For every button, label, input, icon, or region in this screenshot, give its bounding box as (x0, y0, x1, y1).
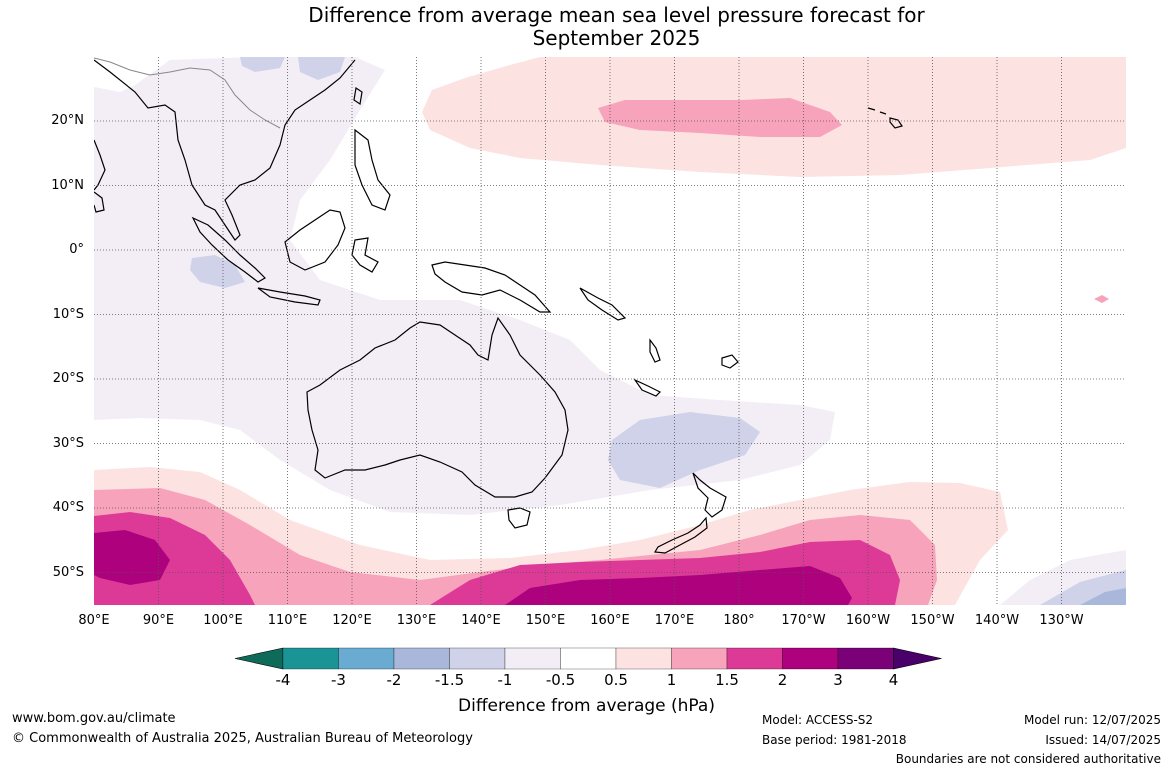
anomaly-region-neg-medium-north2 (298, 57, 345, 80)
footer-disclaimer: Boundaries are not considered authoritat… (895, 752, 1161, 766)
longitude-label: 150°E (525, 613, 566, 628)
anomaly-region-neg-medium-indonesia (190, 255, 245, 288)
colorbar-swatch (782, 647, 839, 670)
longitude-label: 130°W (1039, 613, 1084, 628)
graticule (94, 57, 1126, 605)
footer-issued: Issued: 14/07/2025 (1045, 733, 1161, 747)
colorbar-tick-label: 1 (666, 671, 677, 689)
longitude-label: 140°E (461, 613, 501, 628)
longitude-label: 150°W (910, 613, 955, 628)
anomaly-region-pos-xlarge-south (94, 530, 852, 605)
map-panel (94, 57, 1126, 605)
colorbar-swatch (726, 647, 783, 670)
anomaly-region-pos-small-fleck (1094, 295, 1109, 303)
anomaly-region-pos-medium-northpacific (598, 98, 842, 137)
colorbar-swatch (449, 647, 506, 670)
india-coastline (94, 139, 106, 191)
colorbar-title: Difference from average (hPa) (458, 696, 715, 716)
colorbar-extend-low (234, 647, 284, 670)
colorbar-swatch (615, 647, 672, 670)
java-coastline (257, 287, 321, 306)
longitude-label: 120°E (332, 613, 372, 628)
title-line-1: Difference from average mean sea level p… (308, 3, 925, 27)
longitude-label: 110°E (267, 613, 308, 628)
asia-mainland-coastline (94, 59, 356, 241)
colorbar-swatch (671, 647, 728, 670)
philippines-coastline (354, 128, 391, 211)
colorbar-swatch (338, 647, 395, 670)
colorbar-tick-label: -4 (275, 671, 291, 689)
colorbar-swatch (504, 647, 561, 670)
longitude-label: 180° (723, 613, 755, 628)
colorbar-tick-label: 0.5 (604, 671, 628, 689)
latitude-label: 30°S (52, 435, 84, 451)
colorbar-tick-label: -2 (386, 671, 402, 689)
title-line-2: September 2025 (532, 26, 701, 50)
longitude-label: 90°E (142, 613, 175, 628)
anomaly-region-neg-medium-north1 (240, 57, 285, 72)
sulawesi-coastline (351, 237, 379, 273)
coastlines (94, 57, 903, 554)
colorbar-tick-label: -0.5 (545, 671, 576, 689)
new-caledonia-coastline (633, 378, 662, 397)
latitude-label: 40°S (52, 500, 84, 515)
colorbar-swatch (560, 647, 617, 670)
anomaly-region-neg-medium-tasman (608, 412, 760, 488)
latitude-label: 10°S (52, 306, 84, 322)
latitude-label: 10°N (51, 177, 84, 193)
latitude-label: 0° (69, 242, 84, 257)
longitude-label: 130°E (396, 613, 437, 628)
anomaly-region-neg-small-west (94, 57, 835, 515)
colorbar-swatch (837, 647, 894, 670)
footer-base-period: Base period: 1981-2018 (762, 733, 907, 747)
sumatra-coastline (191, 216, 266, 283)
colorbar-swatch (393, 647, 450, 670)
longitude-label: 80°E (78, 613, 110, 628)
longitude-label: 170°W (781, 613, 826, 628)
footer-copyright: © Commonwealth of Australia 2025, Austra… (12, 731, 473, 746)
australia-coastline (306, 316, 569, 498)
colorbar-tick-label: 4 (888, 671, 899, 689)
footer-model: Model: ACCESS-S2 (762, 713, 874, 727)
footer-website[interactable]: www.bom.gov.au/climate (12, 711, 176, 726)
colorbar-tick-label: 3 (833, 671, 843, 689)
colorbar (234, 647, 942, 670)
colorbar-tick-label: -3 (331, 671, 346, 689)
footer-model-run: Model run: 12/07/2025 (1023, 713, 1161, 727)
chart-title: Difference from average mean sea level p… (0, 4, 1173, 50)
colorbar-swatch (282, 647, 339, 670)
longitude-label: 170°E (654, 613, 695, 628)
borneo-coastline (284, 209, 346, 271)
fiji-coastline (721, 354, 739, 369)
new-zealand-south-coastline (653, 516, 708, 554)
longitude-label: 160°E (590, 613, 630, 628)
vanuatu-coastline (649, 338, 661, 363)
new-guinea-coastline (431, 261, 552, 313)
colorbar-tick-label: 2 (777, 671, 788, 689)
colorbar-tick-label: -1.5 (434, 671, 465, 689)
latitude-label: 20°S (52, 371, 84, 386)
colorbar-tick-label: -1 (497, 671, 513, 689)
sri-lanka-coastline (94, 191, 105, 213)
solomon-islands-coastline (579, 287, 627, 321)
anomaly-region-neg-large-east (1080, 588, 1126, 605)
longitude-label: 160°W (845, 613, 891, 628)
latitude-label: 20°N (51, 113, 84, 128)
latitude-label: 50°S (52, 564, 84, 580)
longitude-label: 140°W (974, 613, 1020, 628)
longitude-label: 100°E (203, 613, 243, 628)
colorbar-tick-label: 1.5 (715, 671, 739, 689)
colorbar-extend-high (893, 647, 942, 670)
taiwan-coastline (353, 86, 363, 106)
india-china-border (94, 57, 281, 129)
new-zealand-north-coastline (692, 472, 727, 518)
